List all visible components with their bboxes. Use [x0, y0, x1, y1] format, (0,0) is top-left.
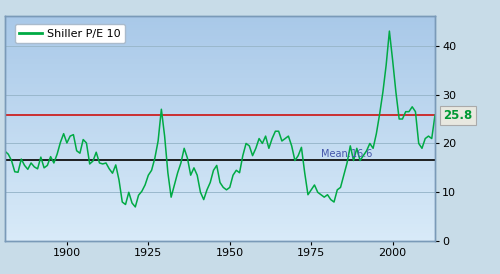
Bar [5, 182, 435, 185]
Text: 25.8: 25.8 [444, 109, 472, 122]
Bar [5, 22, 435, 25]
Bar [5, 61, 435, 64]
Bar [5, 123, 435, 126]
Text: Mean:16.6: Mean:16.6 [321, 149, 372, 159]
Bar [5, 92, 435, 95]
Bar [5, 221, 435, 224]
Bar [5, 168, 435, 171]
Bar [5, 50, 435, 53]
Bar [5, 193, 435, 196]
Bar [5, 174, 435, 176]
Bar [5, 129, 435, 132]
Bar [5, 106, 435, 109]
Bar [5, 70, 435, 73]
Bar [5, 224, 435, 227]
Bar [5, 216, 435, 219]
Bar [5, 87, 435, 90]
Bar [5, 78, 435, 81]
Bar [5, 112, 435, 115]
Bar [5, 137, 435, 140]
Bar [5, 30, 435, 33]
Bar [5, 126, 435, 129]
Bar [5, 56, 435, 59]
Bar [5, 135, 435, 137]
Bar [5, 98, 435, 101]
Bar [5, 199, 435, 202]
Bar [5, 95, 435, 98]
Bar [5, 45, 435, 47]
Bar [5, 47, 435, 50]
Bar [5, 227, 435, 230]
Bar [5, 160, 435, 162]
Bar [5, 42, 435, 45]
Bar [5, 140, 435, 143]
Bar [5, 179, 435, 182]
Bar [5, 238, 435, 241]
Bar [5, 202, 435, 205]
Bar [5, 171, 435, 174]
Bar [5, 75, 435, 78]
Bar [5, 109, 435, 112]
Bar [5, 90, 435, 92]
Bar [5, 115, 435, 118]
Bar [5, 196, 435, 199]
Legend: Shiller P/E 10: Shiller P/E 10 [15, 24, 125, 43]
Bar [5, 233, 435, 236]
Bar [5, 64, 435, 67]
Bar [5, 213, 435, 216]
Bar [5, 132, 435, 134]
Bar [5, 28, 435, 30]
Bar [5, 19, 435, 22]
Bar [5, 219, 435, 221]
Bar [5, 36, 435, 39]
Bar [5, 143, 435, 146]
Bar [5, 59, 435, 61]
Bar [5, 230, 435, 233]
Bar [5, 81, 435, 84]
Bar [5, 149, 435, 151]
Bar [5, 154, 435, 157]
Bar [5, 162, 435, 165]
Bar [5, 120, 435, 123]
Bar [5, 101, 435, 104]
Bar [5, 118, 435, 120]
Bar [5, 191, 435, 193]
Bar [5, 185, 435, 188]
Bar [5, 176, 435, 179]
Bar [5, 151, 435, 154]
Bar [5, 210, 435, 213]
Bar [5, 39, 435, 42]
Bar [5, 146, 435, 149]
Bar [5, 165, 435, 168]
Bar [5, 33, 435, 36]
Bar [5, 207, 435, 210]
Bar [5, 25, 435, 28]
Bar [5, 53, 435, 56]
Bar [5, 188, 435, 191]
Bar [5, 67, 435, 70]
Bar [5, 16, 435, 19]
Bar [5, 157, 435, 160]
Bar [5, 104, 435, 106]
Bar [5, 236, 435, 238]
Bar [5, 73, 435, 75]
Bar [5, 84, 435, 87]
Bar [5, 205, 435, 207]
